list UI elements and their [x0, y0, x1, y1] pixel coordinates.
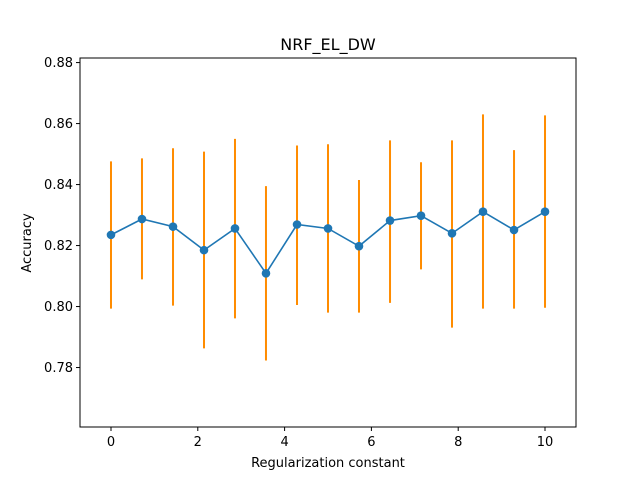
- data-point: [447, 229, 457, 238]
- y-tick-label: 0.78: [44, 361, 73, 376]
- data-point: [509, 225, 519, 235]
- data-point: [292, 220, 302, 229]
- chart-title: NRF_EL_DW: [280, 35, 376, 55]
- y-tick-label: 0.82: [44, 239, 73, 254]
- x-tick-label: 4: [280, 435, 288, 450]
- axes-frame: [79, 57, 577, 428]
- y-tick-label: 0.80: [44, 300, 73, 315]
- x-tick-label: 2: [194, 435, 202, 450]
- data-point: [168, 222, 178, 231]
- data-point: [478, 207, 488, 216]
- data-point: [540, 207, 550, 216]
- x-tick-label: 8: [454, 435, 462, 450]
- y-axis-label: Accuracy: [20, 213, 35, 273]
- data-point: [106, 230, 116, 240]
- x-tick-label: 10: [537, 435, 554, 450]
- data-point: [230, 224, 240, 233]
- data-point: [354, 241, 364, 251]
- y-tick-label: 0.86: [44, 117, 73, 132]
- x-tick-label: 0: [107, 435, 115, 450]
- data-point: [323, 224, 333, 233]
- x-tick-label: 6: [367, 435, 375, 450]
- y-tick-label: 0.88: [44, 56, 73, 71]
- plot-area: 0 2 4 6 8 10 0.78 0.80 0.82 0.84 0.86 0.88: [44, 56, 577, 450]
- y-tick-label: 0.84: [44, 178, 73, 193]
- data-point: [199, 245, 209, 255]
- data-point: [416, 211, 426, 220]
- x-axis-label: Regularization constant: [251, 456, 405, 471]
- data-point: [137, 214, 147, 224]
- data-point: [385, 216, 395, 225]
- data-point: [261, 269, 271, 278]
